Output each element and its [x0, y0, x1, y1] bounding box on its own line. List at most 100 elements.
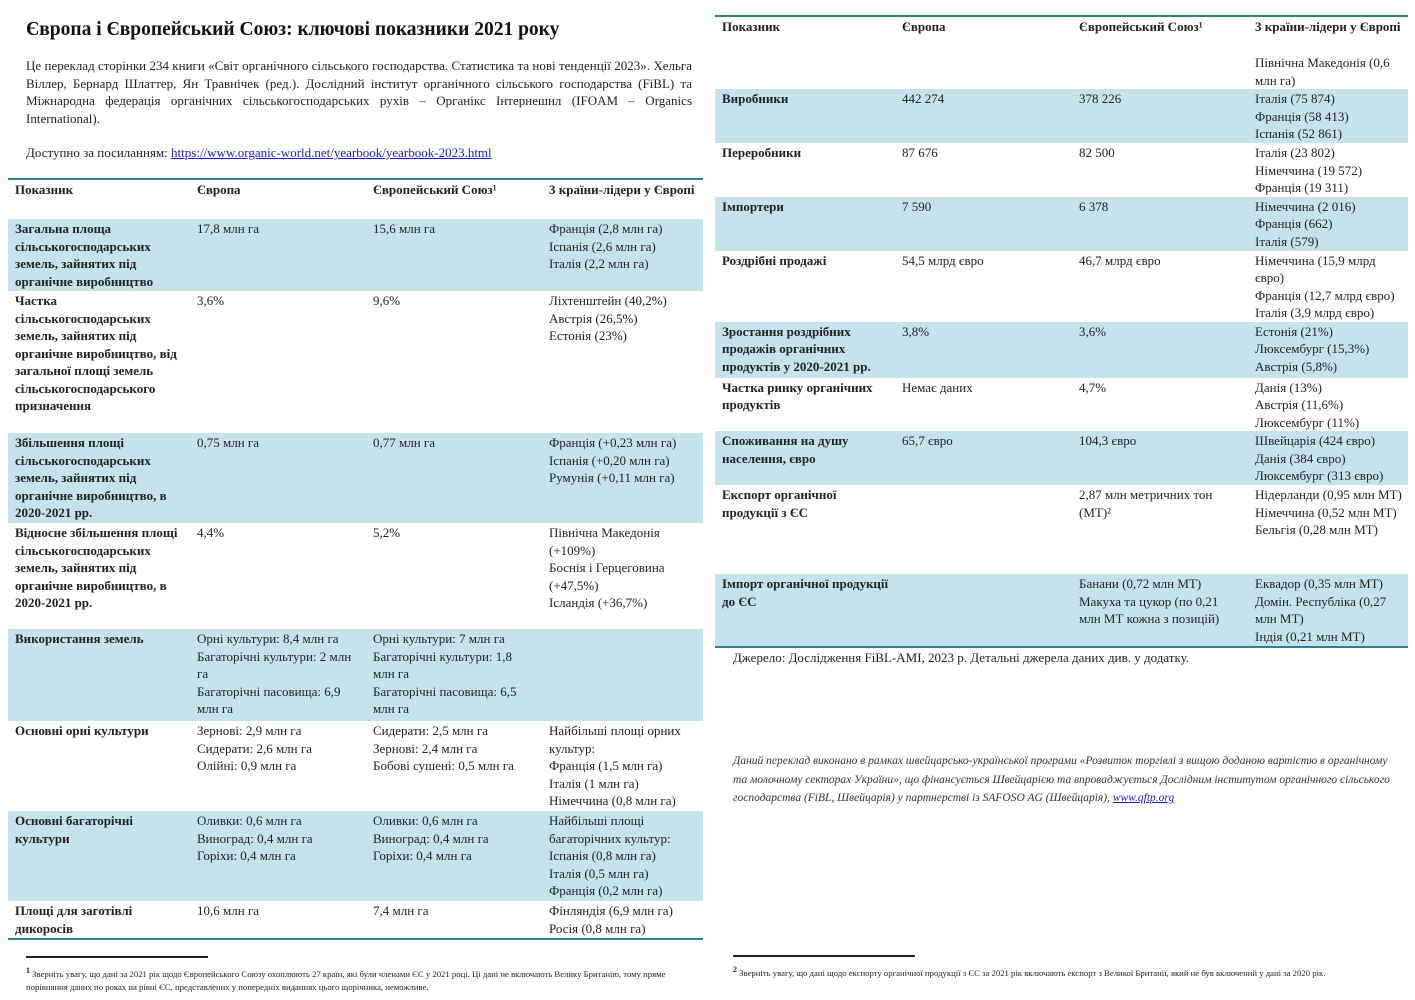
- cell-line: Орні культури: 7 млн га: [373, 631, 505, 646]
- cell-line: Бельгія (0,28 млн МТ): [1255, 522, 1378, 537]
- header-indicator: Показник: [15, 182, 74, 197]
- cell-line: Зернові: 2,9 млн га: [197, 723, 302, 738]
- cell-line: Еквадор (0,35 млн МТ): [1255, 576, 1383, 591]
- cell-line: Австрія (5,8%): [1255, 358, 1338, 374]
- cell-line: Північна Македонія (+109%): [549, 525, 660, 558]
- header-eu: Європейський Союз¹: [373, 182, 497, 197]
- cell-line: Люксембург (15,3%): [1255, 341, 1370, 356]
- cell-indicator: Експорт органічної продукції з ЄС: [715, 485, 895, 574]
- cell-eu: 104,3 євро: [1072, 431, 1248, 485]
- cell-line: Площі для заготівлі дикоросів: [15, 903, 133, 936]
- cell-indicator: Роздрібні продажі: [715, 251, 895, 322]
- cell-line: Багаторічні культури: 1,8 млн га: [373, 648, 513, 682]
- cell-line: Франція (0,2 млн га): [549, 883, 663, 898]
- cell-line: Франція (2,8 млн га): [549, 221, 663, 236]
- cell-line: Іспанія (0,8 млн га): [549, 848, 656, 863]
- cell-line: Експорт органічної продукції з ЄС: [722, 487, 837, 520]
- cell-line: 7,4 млн га: [373, 903, 429, 918]
- cell-line: 7 590: [902, 198, 932, 214]
- cell-line: Збільшення площі сільськогосподарських з…: [15, 435, 167, 520]
- table-row: Загальна площа сільськогосподарських зем…: [8, 219, 703, 291]
- table-row: Використання земель Орні культури: 8,4 мл…: [8, 629, 703, 721]
- cell-line: 4,4%: [197, 525, 225, 540]
- cell-indicator: [715, 53, 895, 89]
- cell-line: Оливки: 0,6 млн га: [373, 813, 478, 828]
- cell-line: Відносне збільшення площі сільськогоспод…: [15, 525, 178, 610]
- cell-line: Іспанія (+0,20 млн га): [549, 452, 670, 468]
- cell-eu: 3,6%: [1072, 322, 1248, 378]
- cell-leaders: Естонія (21%) Люксембург (15,3%) Австрія (…: [1248, 322, 1408, 378]
- cell-line: Індія (0,21 млн МТ): [1255, 628, 1365, 644]
- table-row: Переробники 87 676 82 500 Італія (23 802) Ні…: [715, 143, 1408, 197]
- cell-line: Ісландія (+36,7%): [549, 595, 648, 610]
- footnote-2-mark: 2: [733, 965, 737, 974]
- table-row: Збільшення площі сільськогосподарських з…: [8, 433, 703, 523]
- cell-eu: 378 226: [1072, 89, 1248, 143]
- qftp-link[interactable]: www.qftp.org: [1112, 792, 1175, 804]
- cell-line: Люксембург (313 євро): [1255, 468, 1384, 483]
- page-title: Європа і Європейський Союз: ключові пока…: [26, 19, 560, 40]
- cell-line: Росія (0,8 млн га): [549, 920, 646, 936]
- cell-line: Горіхи: 0,4 млн га: [197, 848, 296, 863]
- cell-europe: Оливки: 0,6 млн га Виноград: 0,4 млн га Го…: [190, 811, 366, 901]
- cell-line: Люксембург (11%): [1255, 414, 1360, 430]
- cell-europe: 7 590: [895, 197, 1072, 251]
- cell-eu: 5,2%: [366, 523, 542, 629]
- cell-line: Багаторічні культури: 2 млн га: [197, 648, 352, 682]
- translation-note: Даний переклад виконано в рамках швейцар…: [733, 752, 1393, 808]
- cell-line: Сидерати: 2,6 млн га: [197, 740, 312, 756]
- cell-line: Естонія (23%): [549, 328, 628, 343]
- table-row: Експорт органічної продукції з ЄС 2,87 мл…: [715, 485, 1408, 574]
- cell-line: Італія (23 802): [1255, 145, 1335, 160]
- cell-eu: Сидерати: 2,5 млн га Зернові: 2,4 млн га Б…: [366, 721, 542, 811]
- cell-line: Німеччина (19 572): [1255, 162, 1363, 178]
- cell-europe: Зернові: 2,9 млн га Сидерати: 2,6 млн га О…: [190, 721, 366, 811]
- cell-eu: 7,4 млн га: [366, 901, 542, 939]
- cell-line: Іспанія (2,6 млн га): [549, 238, 656, 254]
- cell-eu: 2,87 млн метричних тон (МТ)²: [1072, 485, 1248, 574]
- cell-europe: 442 274: [895, 89, 1072, 143]
- cell-line: Виробники: [722, 91, 789, 106]
- cell-leaders: Італія (75 874) Франція (58 413) Іспанія (…: [1248, 89, 1408, 143]
- cell-indicator: Частка сільськогосподарських земель, зай…: [8, 291, 190, 433]
- cell-europe: 54,5 млрд євро: [895, 251, 1072, 322]
- table-row: Площі для заготівлі дикоросів 10,6 млн га…: [8, 901, 703, 939]
- cell-line: Макуха та цукор (по 0,21 млн МТ кожна з …: [1079, 593, 1220, 627]
- cell-europe: [895, 574, 1072, 647]
- cell-eu: 6 378: [1072, 197, 1248, 251]
- cell-indicator: Загальна площа сільськогосподарських зем…: [8, 219, 190, 291]
- table-row: Частка ринку органічних продуктів Немає д…: [715, 378, 1408, 432]
- cell-eu: 0,77 млн га: [366, 433, 542, 523]
- yearbook-link[interactable]: https://www.organic-world.net/yearbook/y…: [171, 145, 492, 160]
- header-indicator: Показник: [722, 19, 781, 34]
- cell-line: Банани (0,72 млн МТ): [1079, 576, 1202, 591]
- cell-line: Частка ринку органічних продуктів: [722, 379, 873, 413]
- cell-europe: [895, 53, 1072, 89]
- cell-eu: Орні культури: 7 млн га Багаторічні культ…: [366, 629, 542, 721]
- cell-line: Немає даних: [902, 379, 973, 395]
- cell-indicator: Відносне збільшення площі сільськогоспод…: [8, 523, 190, 629]
- table-row: Роздрібні продажі 54,5 млрд євро 46,7 млрд…: [715, 251, 1408, 322]
- cell-line: Австрія (26,5%): [549, 310, 638, 326]
- cell-eu: Оливки: 0,6 млн га Виноград: 0,4 млн га Го…: [366, 811, 542, 901]
- available-label: Доступно за посиланням:: [26, 145, 168, 160]
- cell-europe: Немає даних: [895, 378, 1072, 432]
- cell-line: 3,8%: [902, 323, 930, 339]
- cell-indicator: Збільшення площі сільськогосподарських з…: [8, 433, 190, 523]
- cell-leaders: Нідерланди (0,95 млн МТ) Німеччина (0,52 …: [1248, 485, 1408, 574]
- cell-line: Найбільші площі орних культур:: [549, 723, 681, 756]
- table-row: Північна Македонія (0,6 млн га): [715, 53, 1408, 89]
- cell-line: Іспанія (52 861): [1255, 126, 1343, 141]
- cell-leaders: Німеччина (2 016) Франція (662) Італія (57…: [1248, 197, 1408, 251]
- cell-line: Фінляндія (6,9 млн га): [549, 903, 673, 918]
- cell-indicator: Площі для заготівлі дикоросів: [8, 901, 190, 939]
- table-row: Імпортери 7 590 6 378 Німеччина (2 016) Фран…: [715, 196, 1408, 251]
- cell-line: 87 676: [902, 145, 938, 160]
- cell-leaders: [542, 629, 703, 721]
- table-row: Основні орні культури Зернові: 2,9 млн га…: [8, 721, 703, 811]
- cell-indicator: Споживання на душу населення, євро: [715, 431, 895, 485]
- cell-line: Ліхтенштейн (40,2%): [549, 293, 667, 308]
- cell-line: Італія (579): [1255, 233, 1319, 249]
- table-row: Відносне збільшення площі сільськогоспод…: [8, 523, 703, 629]
- cell-line: Споживання на душу населення, євро: [722, 433, 849, 466]
